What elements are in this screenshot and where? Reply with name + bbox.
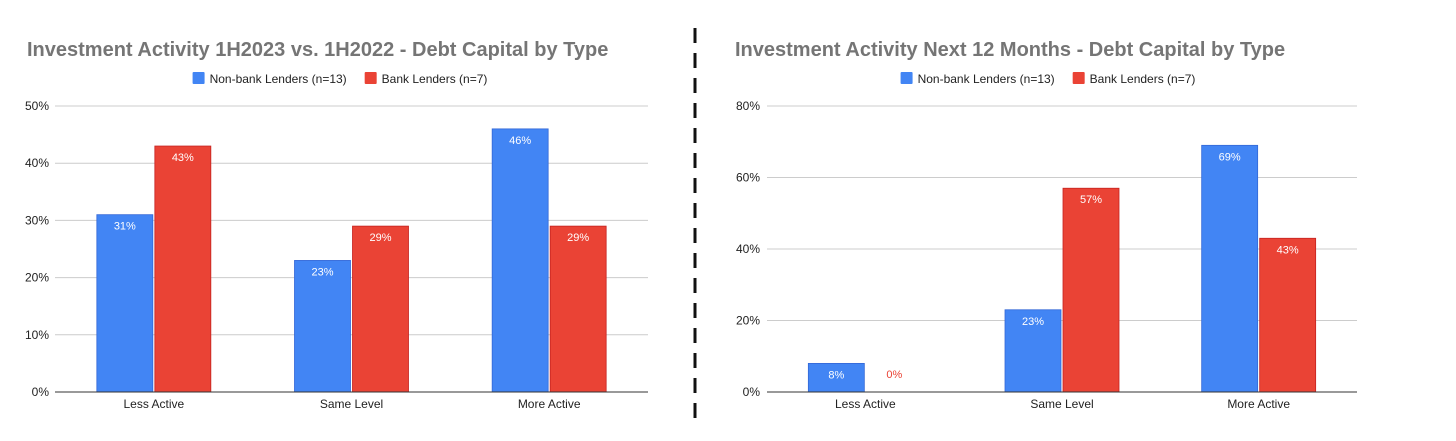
chart-1-title: Investment Activity 1H2023 vs. 1H2022 - … xyxy=(27,39,608,61)
chart-2-legend-label-1: Non-bank Lenders (n=13) xyxy=(918,72,1055,86)
chart-1-x-tick-2: Same Level xyxy=(320,397,383,411)
chart-2-x-tick-3: More Active xyxy=(1227,397,1290,411)
chart-1-x-tick-3: More Active xyxy=(518,397,581,411)
chart-2-data-label-2-3: 43% xyxy=(1277,244,1299,256)
chart-1-bar-1-2 xyxy=(294,260,351,393)
chart-1-legend-swatch-2 xyxy=(364,72,377,84)
chart-2-data-label-1-1: 8% xyxy=(828,369,844,381)
chart-2-bar-2-3 xyxy=(1259,237,1317,393)
chart-1-bar-1-1 xyxy=(96,214,154,393)
chart-1-legend-label-2: Bank Lenders (n=7) xyxy=(382,72,488,86)
chart-1-legend-swatch-1 xyxy=(192,72,205,84)
chart-1-legend-label-1: Non-bank Lenders (n=13) xyxy=(210,72,347,86)
chart-2-legend-label-2: Bank Lenders (n=7) xyxy=(1090,72,1196,86)
chart-1-y-tick-3: 20% xyxy=(25,271,49,285)
chart-1-y-tick-1: 0% xyxy=(32,385,50,399)
chart-1-y-tick-5: 40% xyxy=(25,156,49,170)
chart-2-title: Investment Activity Next 12 Months - Deb… xyxy=(735,39,1285,61)
chart-2-x-tick-1: Less Active xyxy=(835,397,896,411)
chart-1-data-label-2-1: 43% xyxy=(172,152,194,164)
chart-1-bar-2-2 xyxy=(352,225,409,393)
chart-1-data-label-1-1: 31% xyxy=(114,221,136,233)
chart-2-bar-1-1 xyxy=(807,362,865,393)
chart-2-bar-1-2 xyxy=(1004,309,1062,393)
chart-1-bar-1-3 xyxy=(491,128,549,393)
chart-2-y-tick-4: 60% xyxy=(736,171,760,185)
chart-2-data-label-1-3: 69% xyxy=(1219,151,1241,163)
chart-2-bar-1-3 xyxy=(1201,144,1259,393)
chart-1-data-label-1-3: 46% xyxy=(509,135,531,147)
chart-2-data-label-2-2: 57% xyxy=(1080,194,1102,206)
chart-2-y-tick-2: 20% xyxy=(736,314,760,328)
chart-2-legend-swatch-1 xyxy=(900,72,913,84)
chart-2-legend-swatch-2 xyxy=(1072,72,1085,84)
chart-1-data-label-2-3: 29% xyxy=(567,232,589,244)
chart-2-bar-2-2 xyxy=(1062,187,1120,393)
chart-2-x-tick-2: Same Level xyxy=(1030,397,1093,411)
chart-2-data-label-1-2: 23% xyxy=(1022,316,1044,328)
chart-2-y-tick-5: 80% xyxy=(736,99,760,113)
chart-1-y-tick-6: 50% xyxy=(25,99,49,113)
chart-2-y-tick-1: 0% xyxy=(743,385,761,399)
chart-1-data-label-1-2: 23% xyxy=(311,266,333,278)
chart-2-data-label-2-1: 0% xyxy=(886,369,902,381)
chart-1-bar-2-1 xyxy=(154,145,212,393)
chart-1-data-label-2-2: 29% xyxy=(369,232,391,244)
chart-1-y-tick-2: 10% xyxy=(25,328,49,342)
chart-2-y-tick-3: 40% xyxy=(736,242,760,256)
chart-1-x-tick-1: Less Active xyxy=(123,397,184,411)
chart-1-bar-2-3 xyxy=(549,225,607,393)
chart-1-y-tick-4: 30% xyxy=(25,213,49,227)
